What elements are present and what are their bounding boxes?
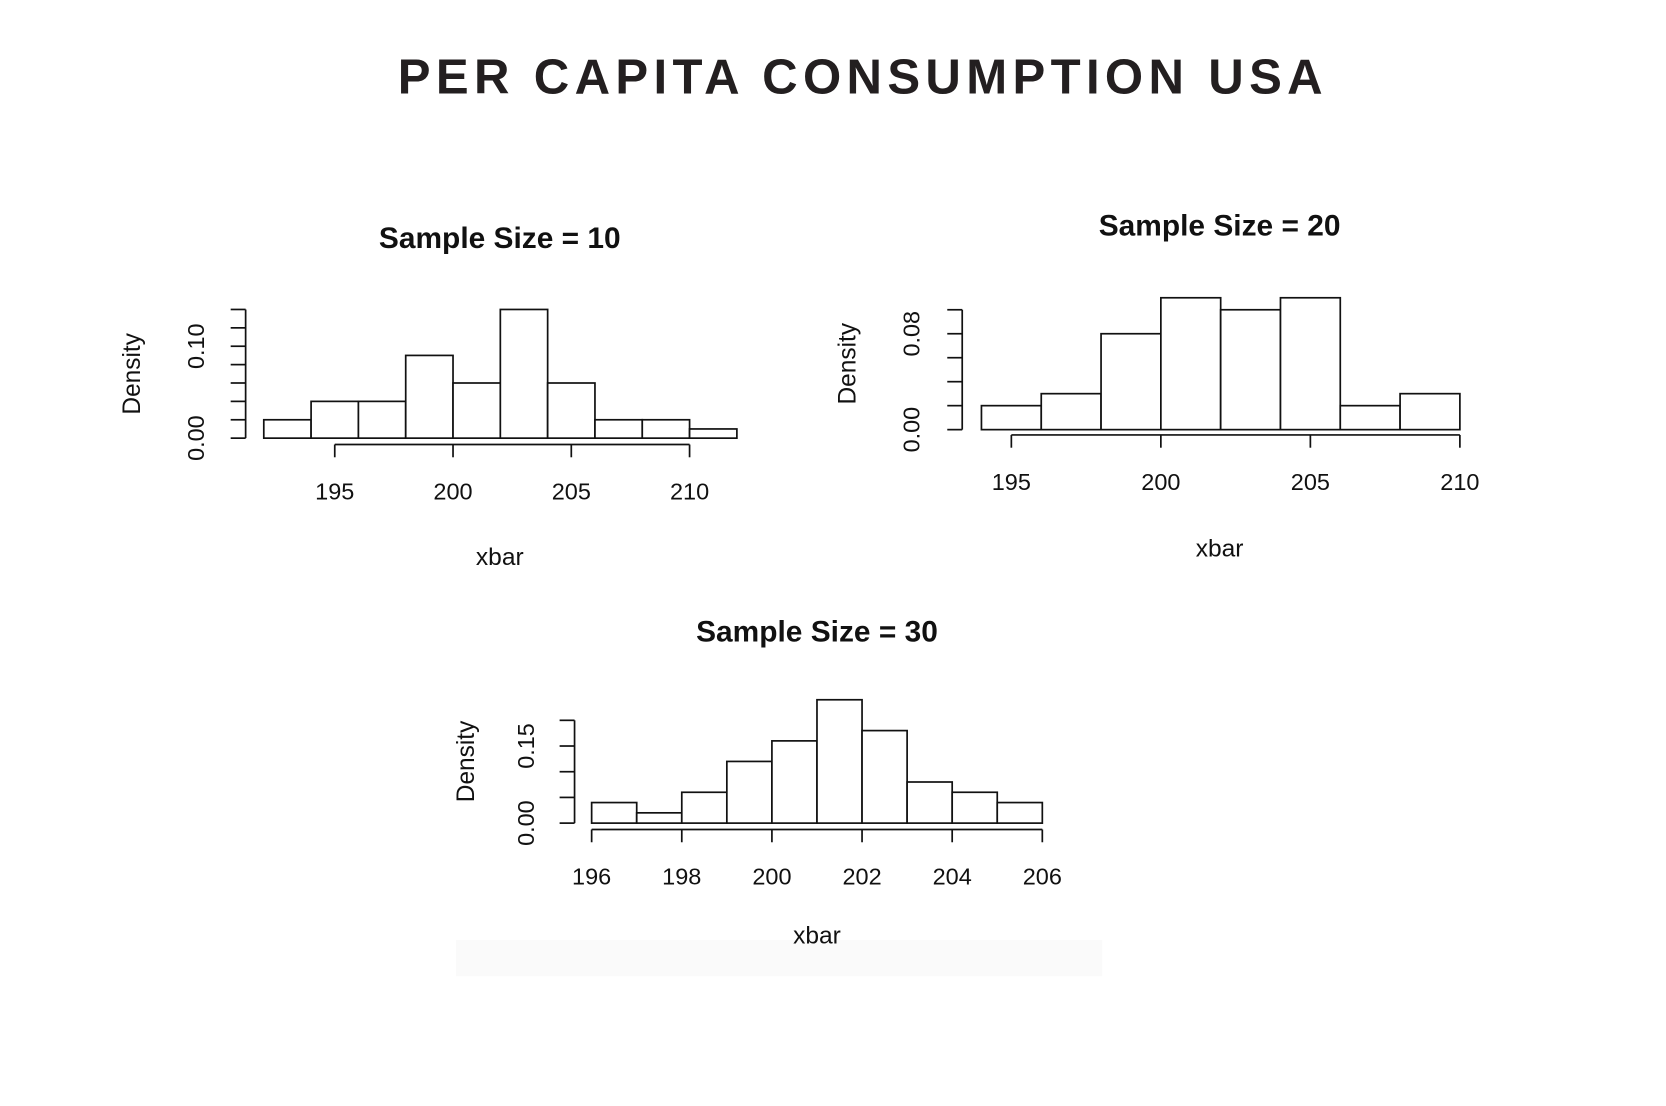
bar	[861, 729, 908, 824]
y-tick-label: 0.00	[898, 407, 924, 453]
bar	[771, 740, 818, 824]
bar	[590, 801, 638, 824]
chart-title: Sample Size = 10	[379, 222, 621, 255]
bar	[635, 811, 683, 824]
chart-title: Sample Size = 20	[1099, 209, 1341, 242]
x-tick-label: 206	[1023, 864, 1062, 890]
bar	[594, 418, 644, 439]
x-tick-label: 205	[1291, 469, 1330, 495]
bar	[680, 791, 728, 824]
chart-title: Sample Size = 30	[696, 616, 938, 649]
bar	[546, 382, 596, 439]
bar	[1399, 392, 1461, 431]
y-tick-label: 0.08	[898, 311, 924, 357]
bar	[452, 382, 502, 439]
bar	[1040, 392, 1102, 431]
bar	[1100, 332, 1162, 431]
x-tick-label: 202	[842, 864, 881, 890]
x-tick-label: 195	[992, 469, 1031, 495]
y-tick-label: 0.00	[513, 800, 539, 846]
y-tick-label: 0.00	[183, 415, 209, 461]
x-tick-label: 195	[315, 479, 354, 505]
y-axis-label: Density	[119, 332, 146, 414]
x-tick-label: 200	[1141, 469, 1180, 495]
bar	[1219, 308, 1282, 431]
bar	[951, 791, 999, 824]
x-tick-label: 205	[552, 479, 591, 505]
shadow-band	[456, 940, 1103, 977]
x-axis-label: xbar	[1196, 535, 1244, 562]
x-tick-label: 210	[1440, 469, 1479, 495]
bar	[906, 781, 954, 824]
x-axis-label: xbar	[476, 544, 524, 571]
bar	[499, 308, 549, 439]
x-tick-label: 204	[933, 864, 972, 890]
x-tick-label: 200	[433, 479, 472, 505]
bar	[1160, 296, 1222, 431]
bar	[404, 354, 454, 439]
bar	[641, 418, 691, 439]
y-axis-label: Density	[834, 322, 861, 404]
y-tick-label: 0.15	[513, 723, 539, 769]
y-axis-label: Density	[453, 720, 480, 802]
y-tick-label: 0.10	[183, 323, 209, 369]
bar	[688, 428, 738, 439]
bar	[996, 801, 1044, 824]
page-title: PER CAPITA CONSUMPTION USA	[398, 51, 1328, 105]
bar	[725, 760, 773, 824]
bar	[357, 400, 407, 439]
x-axis-label: xbar	[793, 922, 841, 949]
x-tick-label: 196	[572, 864, 611, 890]
x-tick-label: 200	[752, 864, 791, 890]
bar	[980, 404, 1043, 431]
bar	[262, 418, 312, 439]
x-tick-label: 198	[662, 864, 701, 890]
bar	[1279, 296, 1342, 431]
bar	[310, 400, 360, 439]
x-tick-label: 210	[670, 479, 709, 505]
bar	[1339, 404, 1401, 431]
bar	[816, 698, 863, 824]
